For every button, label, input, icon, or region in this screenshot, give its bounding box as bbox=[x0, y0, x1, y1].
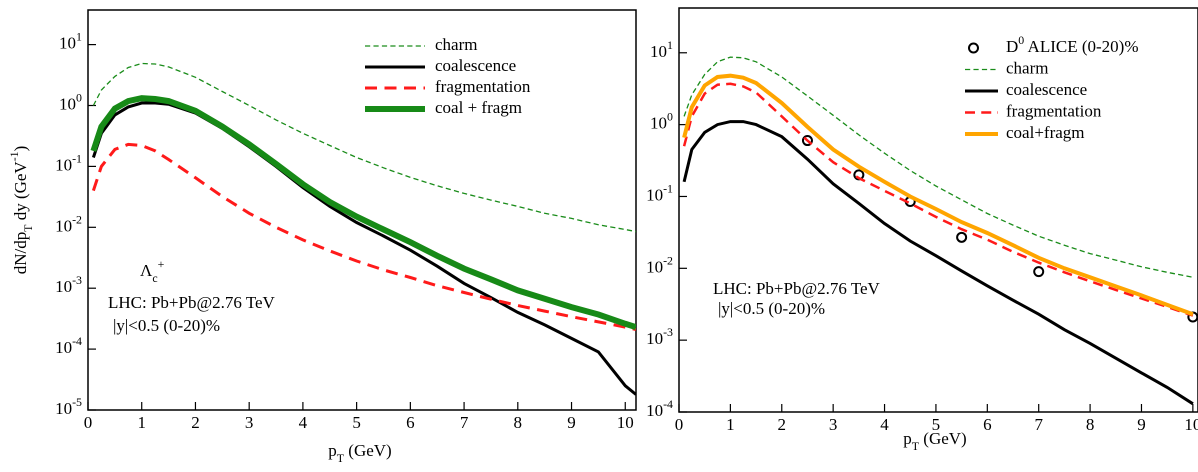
legend-label: coal+fragm bbox=[1006, 123, 1085, 142]
y-tick-label: 10-3 bbox=[55, 273, 82, 296]
x-axis-label: pT (GeV) bbox=[328, 441, 391, 465]
series-line bbox=[92, 62, 636, 233]
x-tick-label: 8 bbox=[514, 413, 523, 432]
x-tick-label: 9 bbox=[567, 413, 576, 432]
annotation: Λc+ bbox=[140, 257, 165, 285]
y-tick-label: 10-1 bbox=[55, 151, 82, 174]
x-axis-label: pT (GeV) bbox=[903, 429, 966, 453]
legend-label: fragmentation bbox=[435, 77, 531, 96]
data-point bbox=[956, 231, 968, 243]
y-tick-label: 101 bbox=[650, 38, 673, 61]
y-tick-label: 10-3 bbox=[646, 325, 673, 348]
annotation: LHC: Pb+Pb@2.76 TeV bbox=[108, 293, 276, 312]
x-tick-label: 1 bbox=[726, 415, 735, 434]
legend-label: D0 ALICE (0-20)% bbox=[1006, 33, 1139, 56]
legend-label: coal + fragm bbox=[435, 98, 522, 117]
legend-marker bbox=[968, 42, 979, 54]
data-point bbox=[801, 135, 813, 147]
x-tick-label: 10 bbox=[617, 413, 634, 432]
annotation: LHC: Pb+Pb@2.76 TeV bbox=[713, 279, 881, 298]
x-tick-label: 3 bbox=[245, 413, 254, 432]
y-tick-label: 100 bbox=[59, 90, 82, 113]
x-tick-label: 5 bbox=[932, 415, 941, 434]
x-tick-label: 7 bbox=[1034, 415, 1043, 434]
series-line bbox=[682, 120, 1194, 406]
legend-label: charm bbox=[1006, 58, 1048, 77]
x-tick-label: 4 bbox=[299, 413, 308, 432]
data-point bbox=[1033, 266, 1045, 278]
series-line bbox=[91, 101, 636, 396]
legend-label: charm bbox=[435, 35, 477, 54]
x-tick-label: 0 bbox=[675, 415, 684, 434]
y-tick-label: 10-4 bbox=[55, 334, 82, 357]
annotation: |y|<0.5 (0-20)% bbox=[113, 316, 220, 335]
plot-frame bbox=[678, 7, 1198, 413]
y-tick-label: 10-1 bbox=[646, 181, 673, 204]
x-tick-label: 0 bbox=[84, 413, 93, 432]
series-line bbox=[90, 95, 636, 330]
y-tick-label: 10-4 bbox=[646, 397, 673, 420]
series-line bbox=[682, 73, 1194, 317]
series-line bbox=[682, 82, 1194, 317]
legend-label: coalescence bbox=[435, 56, 516, 75]
x-tick-label: 7 bbox=[460, 413, 469, 432]
x-tick-label: 2 bbox=[191, 413, 200, 432]
legend-label: coalescence bbox=[1006, 80, 1087, 99]
y-axis-label: dN/dpT dy (GeV-1) bbox=[7, 146, 35, 275]
y-tick-label: 101 bbox=[59, 29, 82, 52]
x-tick-label: 4 bbox=[880, 415, 889, 434]
x-tick-label: 5 bbox=[352, 413, 361, 432]
x-tick-label: 1 bbox=[137, 413, 146, 432]
y-tick-label: 100 bbox=[650, 109, 673, 132]
x-tick-label: 9 bbox=[1137, 415, 1146, 434]
series-line bbox=[683, 56, 1194, 278]
series-line bbox=[91, 142, 636, 331]
x-tick-label: 2 bbox=[778, 415, 787, 434]
annotation: |y|<0.5 (0-20)% bbox=[718, 299, 825, 318]
y-tick-label: 10-5 bbox=[55, 395, 82, 418]
legend-label: fragmentation bbox=[1006, 101, 1102, 120]
y-tick-label: 10-2 bbox=[55, 212, 82, 235]
x-tick-label: 3 bbox=[829, 415, 838, 434]
x-tick-label: 8 bbox=[1086, 415, 1095, 434]
x-tick-label: 10 bbox=[1184, 415, 1198, 434]
plot-frame bbox=[87, 9, 637, 411]
y-tick-label: 10-2 bbox=[646, 253, 673, 276]
x-tick-label: 6 bbox=[406, 413, 415, 432]
x-tick-label: 6 bbox=[983, 415, 992, 434]
